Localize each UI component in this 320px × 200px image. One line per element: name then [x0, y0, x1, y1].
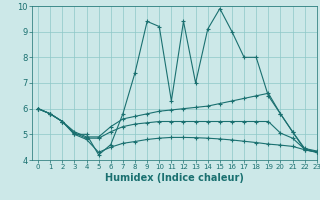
- X-axis label: Humidex (Indice chaleur): Humidex (Indice chaleur): [105, 173, 244, 183]
